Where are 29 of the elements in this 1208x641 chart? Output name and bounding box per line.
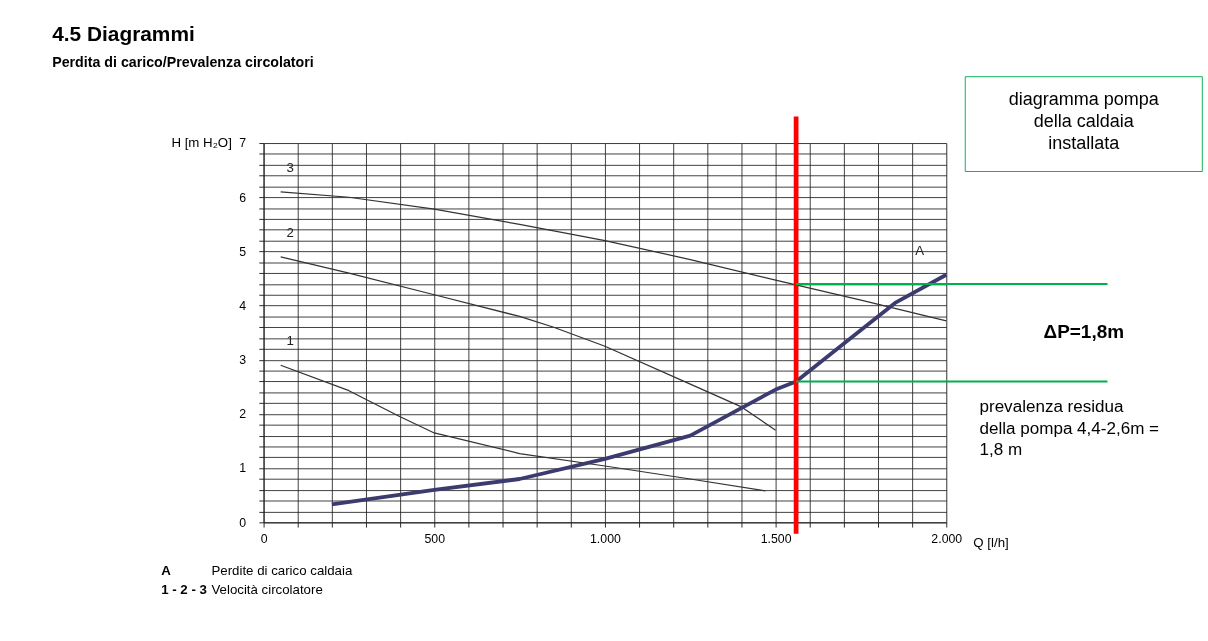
x-tick-label: 0 [260,531,268,546]
x-tick-label: 1.000 [590,531,621,546]
text: ΔP=1,8m [1043,321,1125,343]
x-tick-label: 500 [424,531,446,546]
y-axis-title: H [m H₂O] [171,135,232,151]
x-tick-label: 2.000 [931,531,963,546]
y-tick-label: 7 [239,136,247,151]
line-series [280,364,766,492]
y-tick-label: 6 [239,190,247,205]
text: Velocità circolatore [211,582,323,598]
text: A [161,563,172,579]
y-tick-label: 2 [239,407,247,422]
x-tick-label: 1.500 [760,531,792,546]
x-axis-title: Q [l/h] [973,535,1009,551]
line-series [280,256,777,431]
text: 1 - 2 - 3 [161,582,207,598]
y-tick-label: 0 [239,515,247,530]
line-series [329,272,949,507]
y-tick-label: 4 [239,298,247,313]
series-label: 1 [286,333,294,349]
y-tick-label: 5 [239,244,247,259]
y-tick-label: 1 [239,461,247,476]
chart-title: 4.5 Diagrammi [52,22,195,46]
chart-subtitle: Perdita di carico/Prevalenza circolatori [52,53,314,70]
y-tick-label: 3 [239,353,247,368]
text: Perdite di carico caldaia [211,563,353,579]
line-series [280,191,947,322]
text: prevalenza residua della pompa 4,4-2,6m = 1,8 m [979,396,1160,460]
text: diagramma pompa della caldaia installata [1008,89,1160,153]
